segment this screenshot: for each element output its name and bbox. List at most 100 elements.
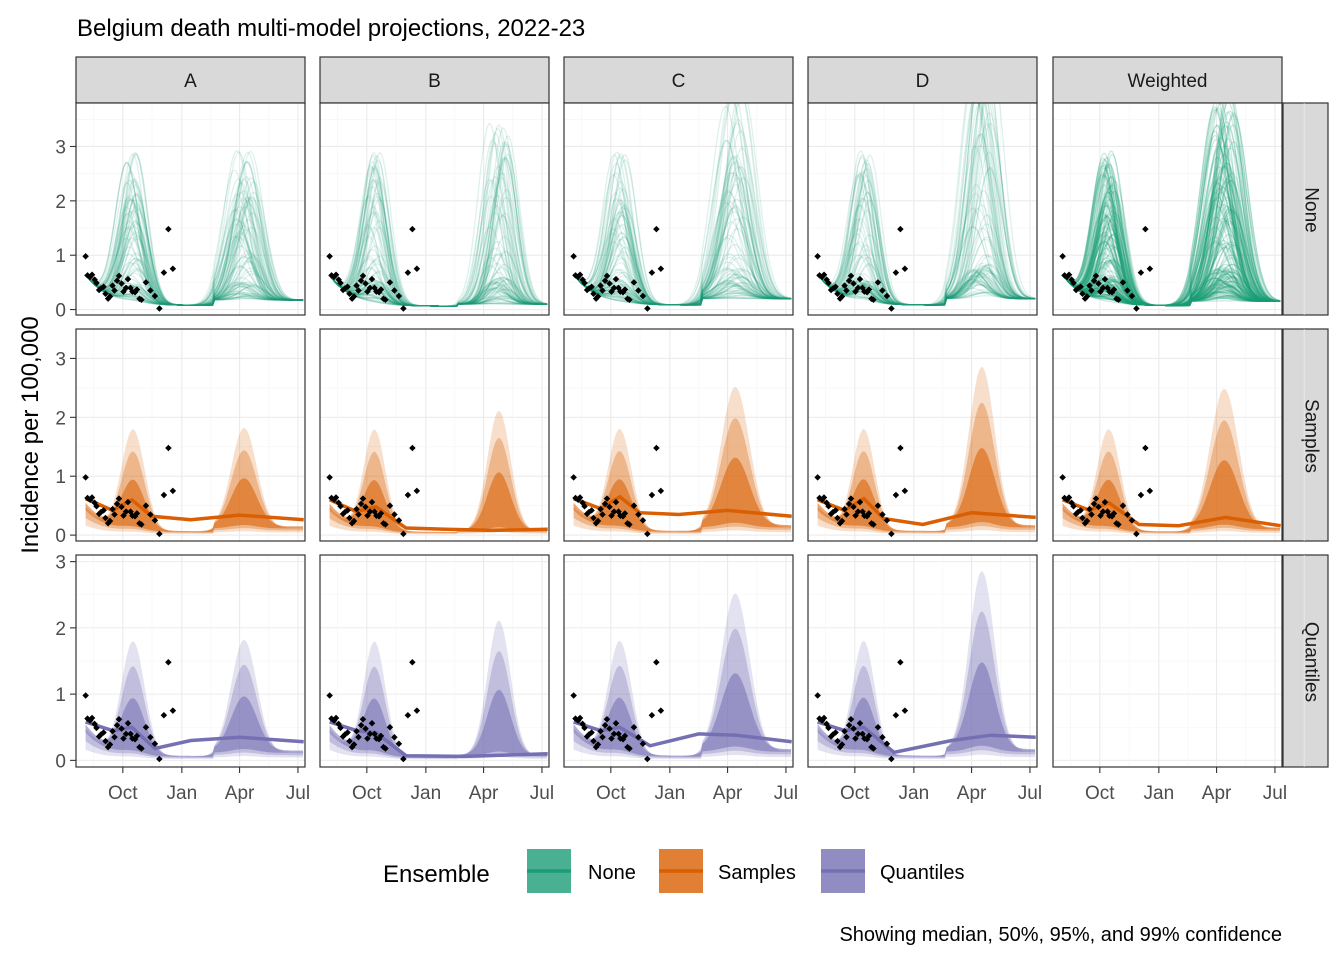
projection-trajectory bbox=[573, 103, 792, 306]
observed-point bbox=[413, 707, 421, 714]
observed-point bbox=[630, 279, 638, 286]
observed-point bbox=[113, 277, 121, 284]
projection-trajectory bbox=[817, 272, 1036, 306]
projection-trajectory bbox=[329, 212, 548, 307]
panel-content bbox=[814, 366, 1036, 538]
observed-point bbox=[1086, 505, 1093, 513]
projection-trajectory bbox=[817, 214, 1036, 306]
projection-trajectory bbox=[573, 237, 792, 306]
projection-trajectory bbox=[573, 210, 792, 306]
observed-point bbox=[581, 503, 588, 510]
projection-trajectory bbox=[329, 274, 548, 307]
projection-trajectory bbox=[1062, 191, 1281, 307]
projection-trajectory bbox=[1062, 186, 1281, 307]
projection-trajectory bbox=[329, 195, 548, 307]
projection-trajectory bbox=[329, 250, 548, 307]
projection-trajectory bbox=[1062, 203, 1281, 306]
projection-trajectory bbox=[817, 184, 1036, 306]
projection-trajectory bbox=[329, 274, 548, 307]
projection-trajectory bbox=[1062, 274, 1281, 307]
projection-trajectory bbox=[817, 103, 1036, 306]
strip-background bbox=[75, 56, 306, 104]
observed-point bbox=[413, 487, 421, 495]
projection-trajectory bbox=[85, 274, 304, 306]
projection-trajectory bbox=[817, 273, 1036, 306]
projection-trajectory bbox=[85, 274, 304, 306]
projection-trajectory bbox=[817, 207, 1036, 306]
observed-point bbox=[88, 714, 96, 722]
projection-trajectory bbox=[817, 273, 1036, 306]
projection-trajectory bbox=[817, 262, 1036, 306]
projection-trajectory bbox=[1062, 274, 1281, 307]
x-tick-label: Jan bbox=[655, 783, 686, 804]
projection-trajectory bbox=[85, 190, 304, 306]
projection-trajectory bbox=[85, 182, 304, 306]
projection-trajectory bbox=[329, 274, 548, 307]
panel-content bbox=[570, 593, 792, 763]
observed-point bbox=[357, 277, 365, 284]
observed-point bbox=[576, 494, 584, 501]
observed-point bbox=[391, 287, 398, 294]
x-tick-label: Oct bbox=[352, 783, 382, 804]
projection-trajectory bbox=[1062, 268, 1281, 307]
column-strip-a: A bbox=[75, 56, 306, 104]
projection-trajectory bbox=[1062, 185, 1281, 307]
panel-none-weighted bbox=[1052, 102, 1305, 316]
projection-trajectory bbox=[573, 103, 792, 306]
observed-point bbox=[355, 733, 362, 741]
projection-trajectory bbox=[573, 243, 792, 306]
projection-trajectory bbox=[1062, 274, 1281, 307]
projection-trajectory bbox=[1062, 239, 1281, 307]
observed-point bbox=[1059, 474, 1066, 481]
projection-trajectory bbox=[817, 133, 1036, 306]
projection-trajectory bbox=[1062, 108, 1281, 306]
projection-trajectory bbox=[329, 253, 548, 307]
projection-trajectory bbox=[573, 261, 792, 306]
projection-trajectory bbox=[573, 273, 792, 306]
projection-trajectory bbox=[573, 268, 792, 306]
projection-trajectory bbox=[573, 273, 792, 306]
projection-trajectory bbox=[817, 269, 1036, 306]
projection-trajectory bbox=[329, 194, 548, 307]
projection-trajectory bbox=[329, 256, 548, 307]
observed-point bbox=[570, 474, 577, 481]
strip-background bbox=[319, 56, 550, 104]
projection-trajectory bbox=[573, 122, 792, 306]
confidence-band bbox=[85, 478, 304, 533]
projection-trajectory bbox=[817, 273, 1036, 306]
projection-trajectory bbox=[1062, 137, 1281, 307]
projection-trajectory bbox=[85, 169, 304, 306]
projection-trajectory bbox=[1062, 103, 1281, 306]
projection-trajectory bbox=[1062, 147, 1281, 307]
projection-trajectory bbox=[329, 274, 548, 307]
projection-trajectory bbox=[1062, 270, 1281, 307]
projection-trajectory bbox=[817, 103, 1036, 306]
projection-trajectory bbox=[1062, 106, 1281, 306]
observed-point bbox=[850, 280, 857, 287]
observed-point bbox=[874, 724, 882, 731]
projection-trajectory bbox=[1062, 240, 1281, 306]
panel-border bbox=[75, 102, 306, 316]
projection-trajectory bbox=[573, 273, 792, 306]
projection-trajectory bbox=[329, 274, 548, 307]
projection-trajectory bbox=[1062, 274, 1281, 307]
observed-point bbox=[133, 732, 141, 740]
panel-border bbox=[563, 554, 794, 768]
projection-trajectory bbox=[573, 160, 792, 306]
projection-trajectory bbox=[1062, 246, 1281, 307]
projection-trajectory bbox=[573, 147, 792, 306]
observed-point bbox=[1095, 280, 1102, 287]
projection-trajectory bbox=[329, 271, 548, 307]
projection-trajectory bbox=[1062, 134, 1281, 306]
projection-trajectory bbox=[1062, 274, 1281, 307]
projection-trajectory bbox=[573, 105, 792, 306]
projection-trajectory bbox=[85, 181, 304, 306]
projection-trajectory bbox=[817, 192, 1036, 306]
projection-trajectory bbox=[817, 273, 1036, 306]
projection-trajectory bbox=[85, 151, 304, 306]
projection-trajectory bbox=[573, 218, 792, 306]
observed-point bbox=[160, 491, 168, 499]
projection-trajectory bbox=[1062, 243, 1281, 307]
projection-trajectory bbox=[573, 202, 792, 306]
projection-trajectory bbox=[1062, 274, 1281, 307]
